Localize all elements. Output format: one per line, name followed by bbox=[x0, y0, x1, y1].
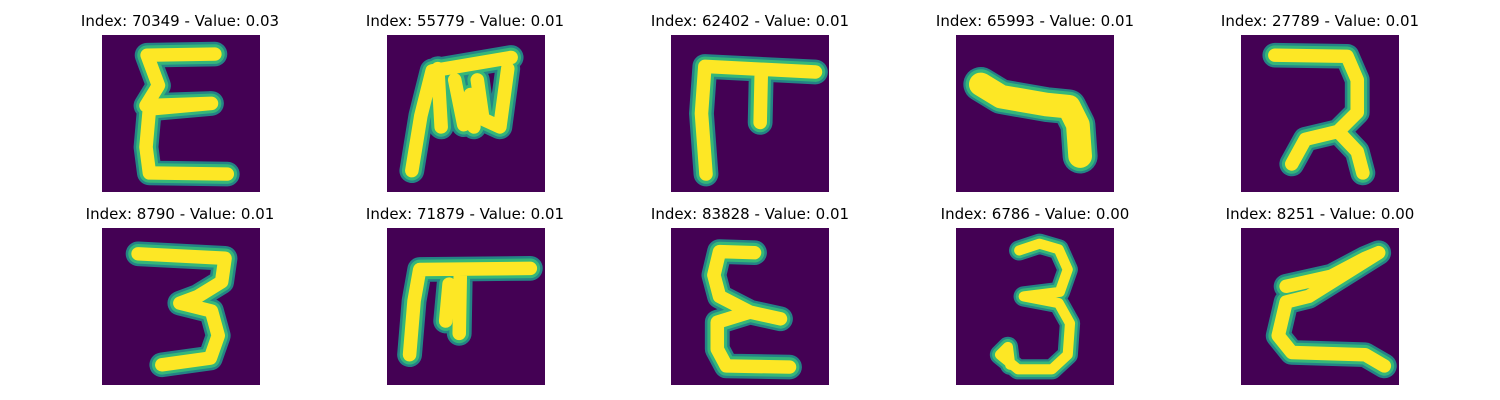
panel-4: Index: 65993 - Value: 0.01 bbox=[885, 10, 1185, 200]
glyph-image bbox=[956, 35, 1114, 192]
panel-title: Index: 71879 - Value: 0.01 bbox=[315, 205, 615, 223]
panel-1: Index: 70349 - Value: 0.03 bbox=[30, 10, 330, 200]
panel-title: Index: 27789 - Value: 0.01 bbox=[1170, 12, 1470, 30]
panel-9: Index: 6786 - Value: 0.00 bbox=[885, 203, 1185, 393]
panel-10: Index: 8251 - Value: 0.00 bbox=[1170, 203, 1470, 393]
glyph-image bbox=[1241, 228, 1399, 385]
glyph-three-like bbox=[956, 228, 1114, 385]
glyph-image bbox=[102, 228, 260, 385]
glyph-image bbox=[956, 228, 1114, 385]
panel-8: Index: 83828 - Value: 0.01 bbox=[600, 203, 900, 393]
panel-7: Index: 71879 - Value: 0.01 bbox=[315, 203, 615, 393]
glyph-image bbox=[671, 35, 829, 192]
glyph-epsilon-like bbox=[102, 35, 260, 192]
glyph-image bbox=[671, 228, 829, 385]
panel-title: Index: 8790 - Value: 0.01 bbox=[30, 205, 330, 223]
glyph-epsilon-like bbox=[671, 228, 829, 385]
glyph-reversed-2-like bbox=[1241, 35, 1399, 192]
glyph-pi-like bbox=[387, 228, 545, 385]
panel-title: Index: 70349 - Value: 0.03 bbox=[30, 12, 330, 30]
panel-3: Index: 62402 - Value: 0.01 bbox=[600, 10, 900, 200]
panel-title: Index: 55779 - Value: 0.01 bbox=[315, 12, 615, 30]
glyph-image bbox=[102, 35, 260, 192]
panel-2: Index: 55779 - Value: 0.01 bbox=[315, 10, 615, 200]
panel-5: Index: 27789 - Value: 0.01 bbox=[1170, 10, 1470, 200]
glyph-hook-like bbox=[956, 35, 1114, 192]
glyph-image bbox=[1241, 35, 1399, 192]
panel-title: Index: 65993 - Value: 0.01 bbox=[885, 12, 1185, 30]
glyph-image bbox=[387, 228, 545, 385]
glyph-z-like bbox=[1241, 228, 1399, 385]
glyph-image bbox=[387, 35, 545, 192]
panel-title: Index: 8251 - Value: 0.00 bbox=[1170, 205, 1470, 223]
glyph-pi-like bbox=[671, 35, 829, 192]
glyph-three-like bbox=[102, 228, 260, 385]
panel-title: Index: 83828 - Value: 0.01 bbox=[600, 205, 900, 223]
panel-title: Index: 62402 - Value: 0.01 bbox=[600, 12, 900, 30]
glyph-m-like bbox=[387, 35, 545, 192]
panel-6: Index: 8790 - Value: 0.01 bbox=[30, 203, 330, 393]
panel-title: Index: 6786 - Value: 0.00 bbox=[885, 205, 1185, 223]
